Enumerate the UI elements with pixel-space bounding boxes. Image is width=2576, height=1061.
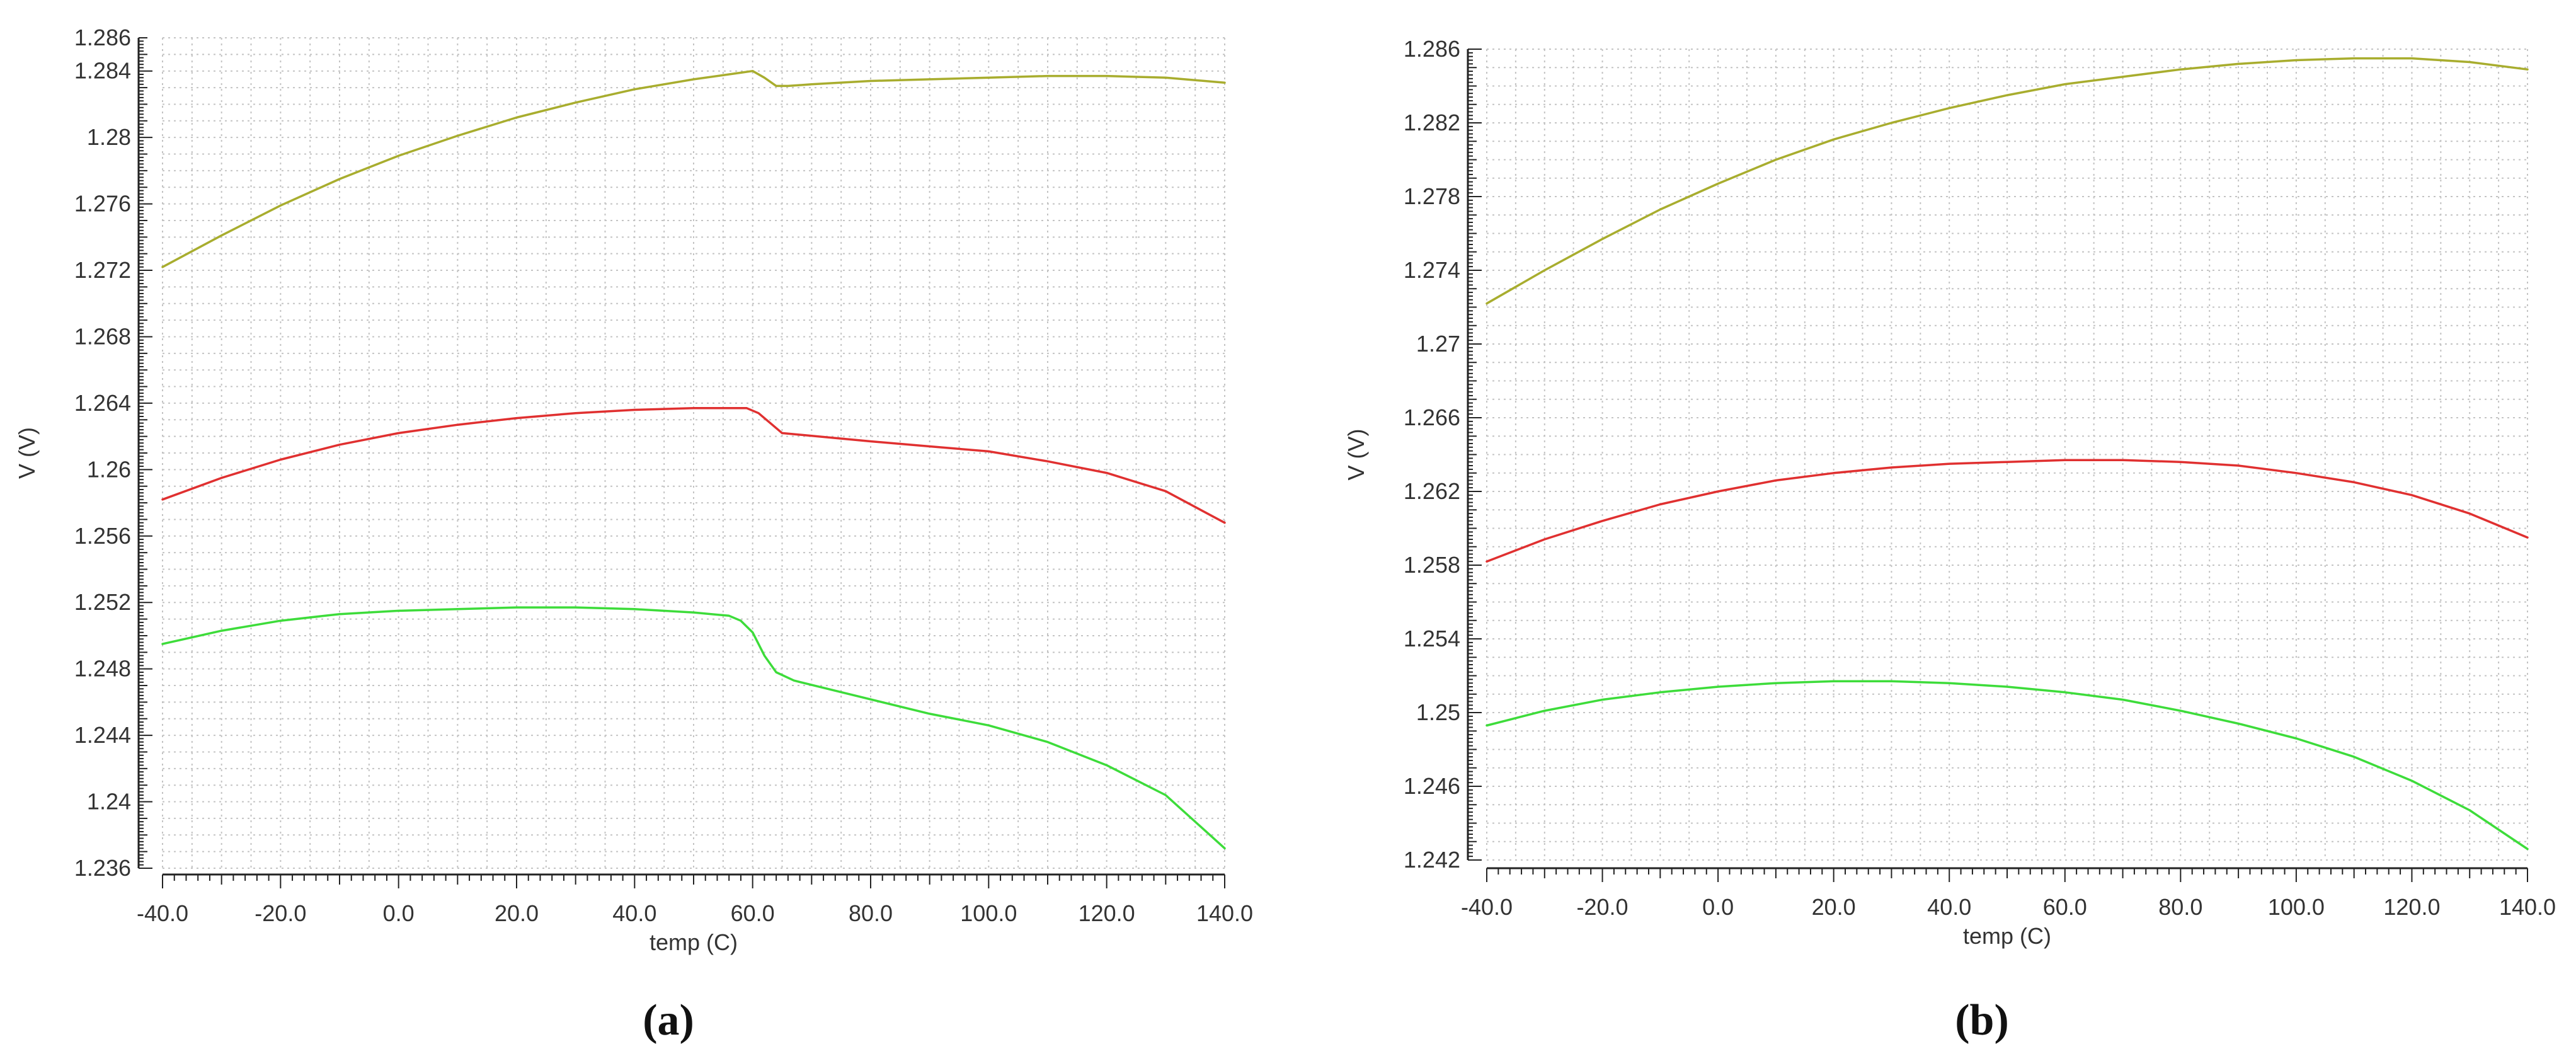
- chart-panel-a: 1.236 1.24 1.244 1.248 1.252 1.256 1.26 1.264 1.…: [14, 25, 1253, 1045]
- x-tick-label: 100.0: [2268, 894, 2325, 920]
- x-tick-label: -40.0: [1461, 894, 1513, 920]
- series-line: [1485, 680, 2529, 851]
- y-tick-label: 1.27: [1416, 331, 1460, 357]
- x-tick-label: 20.0: [1812, 894, 1856, 920]
- x-tick-label: 140.0: [2499, 894, 2556, 920]
- y-tick-label: 1.24: [87, 789, 131, 815]
- x-tick-label: 120.0: [2383, 894, 2440, 920]
- x-tick-label: 20.0: [495, 900, 539, 926]
- x-tick-label: 60.0: [731, 900, 775, 926]
- x-tick-label: 80.0: [2158, 894, 2202, 920]
- y-tick-label: 1.274: [1404, 257, 1460, 283]
- series-line: [161, 606, 1226, 850]
- y-tick-label: 1.236: [74, 855, 131, 881]
- y-tick-label: 1.286: [74, 25, 131, 50]
- series-line: [161, 69, 1226, 268]
- y-tick-label: 1.276: [74, 191, 131, 217]
- y-tick-label: 1.246: [1404, 773, 1460, 799]
- series-line: [1485, 459, 2529, 563]
- y-tick-label: 1.256: [74, 523, 131, 549]
- y-tick-label: 1.252: [74, 589, 131, 615]
- y-tick-label: 1.272: [74, 257, 131, 283]
- x-tick-label: 80.0: [849, 900, 893, 926]
- x-axis-label: temp (C): [1963, 923, 2051, 949]
- y-tick-label: 1.26: [87, 456, 131, 482]
- x-tick-label: 120.0: [1079, 900, 1135, 926]
- x-tick-label: -20.0: [1577, 894, 1629, 920]
- x-axis-label: temp (C): [650, 929, 738, 955]
- grid-a: [162, 37, 1225, 869]
- y-axis-a: 1.236 1.24 1.244 1.248 1.252 1.256 1.26 1.264 1.…: [14, 25, 152, 881]
- x-tick-label: 40.0: [1927, 894, 1971, 920]
- y-axis-b: 1.242 1.246 1.25 1.254 1.258 1.262 1.266 1.27 1.…: [1343, 36, 1482, 873]
- y-axis-label: V (V): [14, 427, 40, 479]
- y-tick-label: 1.254: [1404, 626, 1460, 651]
- x-tick-label: -40.0: [137, 900, 188, 926]
- panel-caption-b: (b): [1955, 996, 2009, 1045]
- x-tick-label: 40.0: [612, 900, 656, 926]
- y-tick-label: 1.264: [74, 390, 131, 416]
- y-tick-label: 1.248: [74, 656, 131, 682]
- y-tick-label: 1.258: [1404, 552, 1460, 578]
- x-tick-label: 0.0: [1702, 894, 1734, 920]
- y-tick-label: 1.282: [1404, 110, 1460, 135]
- y-tick-label: 1.242: [1404, 847, 1460, 873]
- series-line: [161, 407, 1226, 524]
- y-tick-label: 1.286: [1404, 36, 1460, 62]
- x-tick-label: 60.0: [2043, 894, 2087, 920]
- y-tick-label: 1.268: [74, 323, 131, 349]
- x-tick-label: -20.0: [255, 900, 306, 926]
- x-tick-label: 0.0: [383, 900, 415, 926]
- series-line: [1485, 57, 2529, 305]
- y-tick-label: 1.266: [1404, 404, 1460, 430]
- x-axis-a: -40.0 -20.0 0.0 20.0 40.0 60.0 80.0 100.0 120.0 1…: [137, 873, 1253, 955]
- y-axis-label: V (V): [1343, 428, 1369, 480]
- y-tick-label: 1.28: [87, 124, 131, 150]
- y-tick-label: 1.25: [1416, 699, 1460, 725]
- y-tick-label: 1.284: [74, 58, 131, 84]
- x-tick-label: 140.0: [1196, 900, 1253, 926]
- x-tick-label: 100.0: [960, 900, 1017, 926]
- series-group-a: [161, 69, 1226, 850]
- series-group-b: [1485, 57, 2529, 851]
- y-tick-label: 1.278: [1404, 183, 1460, 209]
- chart-panel-b: 1.242 1.246 1.25 1.254 1.258 1.262 1.266 1.27 1.…: [1343, 36, 2556, 1045]
- panel-caption-a: (a): [643, 996, 694, 1045]
- y-tick-label: 1.244: [74, 722, 131, 748]
- y-tick-label: 1.262: [1404, 478, 1460, 504]
- x-axis-b: -40.0 -20.0 0.0 20.0 40.0 60.0 80.0 100.0 120.0 1…: [1461, 867, 2556, 949]
